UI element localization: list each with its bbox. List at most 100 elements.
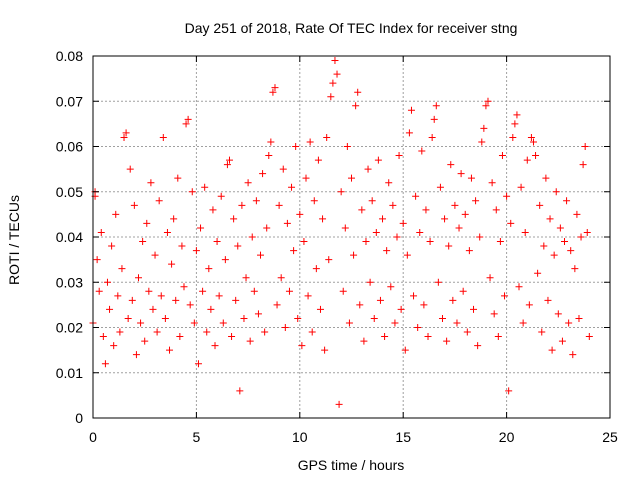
data-point: [141, 337, 149, 345]
data-point: [364, 165, 372, 173]
data-point: [399, 219, 407, 227]
data-point: [176, 333, 184, 341]
data-point: [488, 179, 496, 187]
data-point: [120, 133, 128, 141]
data-point: [106, 305, 114, 313]
data-point: [463, 328, 471, 336]
x-axis-label: GPS time / hours: [298, 457, 405, 473]
data-point: [145, 287, 153, 295]
data-point: [379, 215, 387, 223]
data-point: [385, 179, 393, 187]
data-point: [168, 260, 176, 268]
data-point: [161, 314, 169, 322]
data-point: [248, 233, 256, 241]
data-point: [376, 296, 384, 304]
data-point: [360, 337, 368, 345]
data-point: [358, 206, 366, 214]
data-point: [519, 319, 527, 327]
data-point: [498, 152, 506, 160]
data-point: [281, 324, 289, 331]
data-point: [474, 342, 482, 350]
data-point: [478, 138, 486, 146]
data-point: [492, 206, 500, 214]
data-point: [391, 319, 399, 327]
data-point: [108, 242, 116, 250]
x-tick-label: 25: [602, 429, 618, 445]
data-point: [180, 283, 188, 291]
data-point: [238, 201, 246, 209]
data-point: [163, 228, 171, 236]
data-point: [573, 210, 581, 218]
axis-ticks: 0 0.01 0.02 0.03 0.04 0.05 0.06 0.07 0.08 0 5 10 15 2…: [56, 48, 618, 445]
data-point: [337, 188, 345, 196]
data-point: [95, 287, 103, 295]
data-point: [501, 292, 509, 300]
data-point: [139, 238, 147, 246]
data-point: [565, 319, 573, 327]
data-point: [126, 165, 134, 173]
data-point: [159, 133, 167, 141]
data-point: [525, 301, 533, 309]
data-point: [414, 324, 422, 331]
data-point: [354, 88, 362, 96]
data-point: [441, 215, 449, 223]
x-tick-label: 0: [89, 429, 97, 445]
data-point: [368, 197, 376, 205]
data-point: [232, 296, 240, 304]
y-tick-label: 0: [75, 410, 83, 426]
data-point: [192, 247, 200, 255]
data-point: [523, 156, 531, 164]
data-point: [128, 296, 136, 304]
data-point: [405, 129, 413, 137]
data-point: [197, 224, 205, 232]
data-point: [99, 333, 107, 341]
data-point: [554, 310, 562, 318]
data-point: [505, 387, 513, 395]
data-point: [199, 287, 207, 295]
data-point: [147, 179, 155, 187]
data-point: [496, 238, 504, 246]
data-point: [223, 161, 231, 169]
data-point: [225, 156, 233, 164]
data-point: [333, 70, 341, 78]
data-point: [426, 238, 434, 246]
data-point: [130, 201, 138, 209]
data-point: [124, 314, 132, 322]
data-point: [203, 328, 211, 336]
x-tick-label: 15: [395, 429, 411, 445]
data-point: [240, 314, 248, 322]
data-point: [513, 111, 521, 119]
data-point: [459, 287, 467, 295]
data-point: [118, 265, 126, 273]
data-point: [403, 251, 411, 259]
data-point: [482, 102, 490, 110]
y-tick-label: 0.07: [56, 93, 83, 109]
data-point: [542, 174, 550, 182]
data-point: [476, 233, 484, 241]
data-point: [228, 333, 236, 341]
data-point: [279, 165, 287, 173]
data-point: [529, 138, 537, 146]
data-point: [215, 292, 223, 300]
data-point: [509, 133, 517, 141]
data-point: [132, 351, 140, 359]
data-point: [465, 247, 473, 255]
data-point: [252, 197, 260, 205]
data-point: [234, 242, 242, 250]
data-point: [534, 269, 542, 277]
data-point: [335, 400, 343, 408]
data-point: [494, 333, 502, 341]
data-point: [134, 274, 142, 282]
y-tick-label: 0.03: [56, 274, 83, 290]
data-point: [174, 174, 182, 182]
data-point: [290, 247, 298, 255]
data-point: [401, 346, 409, 354]
data-point: [552, 188, 560, 196]
data-point: [269, 88, 277, 96]
chart-title: Day 251 of 2018, Rate Of TEC Index for r…: [185, 20, 518, 36]
data-point: [116, 328, 124, 336]
data-point: [434, 278, 442, 286]
data-point: [170, 215, 178, 223]
data-point: [329, 79, 337, 87]
